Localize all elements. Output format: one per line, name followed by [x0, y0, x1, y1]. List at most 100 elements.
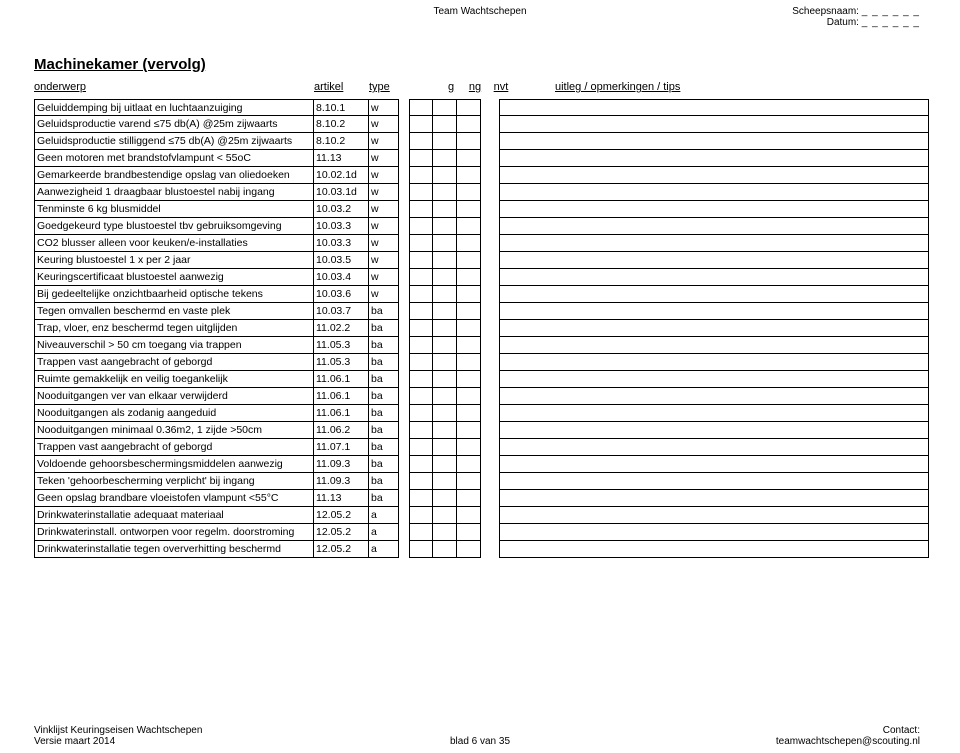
cell-tips[interactable]: [499, 201, 929, 218]
check-ng[interactable]: [433, 405, 457, 422]
check-g[interactable]: [409, 303, 433, 320]
check-ng[interactable]: [433, 337, 457, 354]
check-nvt[interactable]: [457, 235, 481, 252]
cell-tips[interactable]: [499, 354, 929, 371]
check-nvt[interactable]: [457, 99, 481, 116]
check-nvt[interactable]: [457, 218, 481, 235]
check-nvt[interactable]: [457, 286, 481, 303]
check-ng[interactable]: [433, 286, 457, 303]
check-ng[interactable]: [433, 201, 457, 218]
check-nvt[interactable]: [457, 303, 481, 320]
check-g[interactable]: [409, 388, 433, 405]
cell-tips[interactable]: [499, 167, 929, 184]
check-nvt[interactable]: [457, 337, 481, 354]
check-ng[interactable]: [433, 473, 457, 490]
check-nvt[interactable]: [457, 439, 481, 456]
check-nvt[interactable]: [457, 422, 481, 439]
check-g[interactable]: [409, 99, 433, 116]
check-g[interactable]: [409, 133, 433, 150]
check-ng[interactable]: [433, 371, 457, 388]
cell-tips[interactable]: [499, 303, 929, 320]
check-g[interactable]: [409, 320, 433, 337]
check-ng[interactable]: [433, 184, 457, 201]
check-g[interactable]: [409, 252, 433, 269]
check-g[interactable]: [409, 235, 433, 252]
cell-tips[interactable]: [499, 184, 929, 201]
check-nvt[interactable]: [457, 133, 481, 150]
check-nvt[interactable]: [457, 456, 481, 473]
check-ng[interactable]: [433, 218, 457, 235]
cell-tips[interactable]: [499, 439, 929, 456]
cell-tips[interactable]: [499, 235, 929, 252]
cell-tips[interactable]: [499, 422, 929, 439]
check-nvt[interactable]: [457, 354, 481, 371]
check-ng[interactable]: [433, 320, 457, 337]
check-g[interactable]: [409, 354, 433, 371]
check-ng[interactable]: [433, 167, 457, 184]
check-nvt[interactable]: [457, 507, 481, 524]
check-nvt[interactable]: [457, 405, 481, 422]
check-g[interactable]: [409, 422, 433, 439]
cell-tips[interactable]: [499, 524, 929, 541]
check-nvt[interactable]: [457, 167, 481, 184]
check-ng[interactable]: [433, 490, 457, 507]
check-ng[interactable]: [433, 235, 457, 252]
check-g[interactable]: [409, 439, 433, 456]
cell-tips[interactable]: [499, 337, 929, 354]
check-ng[interactable]: [433, 388, 457, 405]
check-nvt[interactable]: [457, 388, 481, 405]
cell-tips[interactable]: [499, 286, 929, 303]
check-nvt[interactable]: [457, 269, 481, 286]
check-ng[interactable]: [433, 524, 457, 541]
check-nvt[interactable]: [457, 201, 481, 218]
check-g[interactable]: [409, 524, 433, 541]
check-g[interactable]: [409, 541, 433, 558]
check-nvt[interactable]: [457, 490, 481, 507]
check-nvt[interactable]: [457, 371, 481, 388]
check-ng[interactable]: [433, 541, 457, 558]
check-g[interactable]: [409, 490, 433, 507]
cell-tips[interactable]: [499, 405, 929, 422]
check-ng[interactable]: [433, 354, 457, 371]
check-nvt[interactable]: [457, 473, 481, 490]
check-g[interactable]: [409, 286, 433, 303]
check-g[interactable]: [409, 201, 433, 218]
check-nvt[interactable]: [457, 116, 481, 133]
check-ng[interactable]: [433, 269, 457, 286]
check-ng[interactable]: [433, 116, 457, 133]
cell-tips[interactable]: [499, 133, 929, 150]
check-ng[interactable]: [433, 150, 457, 167]
check-ng[interactable]: [433, 507, 457, 524]
cell-tips[interactable]: [499, 507, 929, 524]
check-nvt[interactable]: [457, 184, 481, 201]
check-g[interactable]: [409, 269, 433, 286]
cell-tips[interactable]: [499, 320, 929, 337]
cell-tips[interactable]: [499, 456, 929, 473]
cell-tips[interactable]: [499, 116, 929, 133]
check-g[interactable]: [409, 150, 433, 167]
check-g[interactable]: [409, 371, 433, 388]
check-g[interactable]: [409, 167, 433, 184]
check-g[interactable]: [409, 116, 433, 133]
check-nvt[interactable]: [457, 252, 481, 269]
check-g[interactable]: [409, 218, 433, 235]
cell-tips[interactable]: [499, 150, 929, 167]
check-g[interactable]: [409, 456, 433, 473]
check-g[interactable]: [409, 507, 433, 524]
check-g[interactable]: [409, 184, 433, 201]
check-ng[interactable]: [433, 456, 457, 473]
cell-tips[interactable]: [499, 473, 929, 490]
cell-tips[interactable]: [499, 490, 929, 507]
check-nvt[interactable]: [457, 320, 481, 337]
check-g[interactable]: [409, 473, 433, 490]
check-g[interactable]: [409, 337, 433, 354]
check-ng[interactable]: [433, 439, 457, 456]
check-ng[interactable]: [433, 99, 457, 116]
check-nvt[interactable]: [457, 541, 481, 558]
cell-tips[interactable]: [499, 371, 929, 388]
check-ng[interactable]: [433, 252, 457, 269]
check-ng[interactable]: [433, 303, 457, 320]
check-ng[interactable]: [433, 133, 457, 150]
cell-tips[interactable]: [499, 252, 929, 269]
cell-tips[interactable]: [499, 388, 929, 405]
